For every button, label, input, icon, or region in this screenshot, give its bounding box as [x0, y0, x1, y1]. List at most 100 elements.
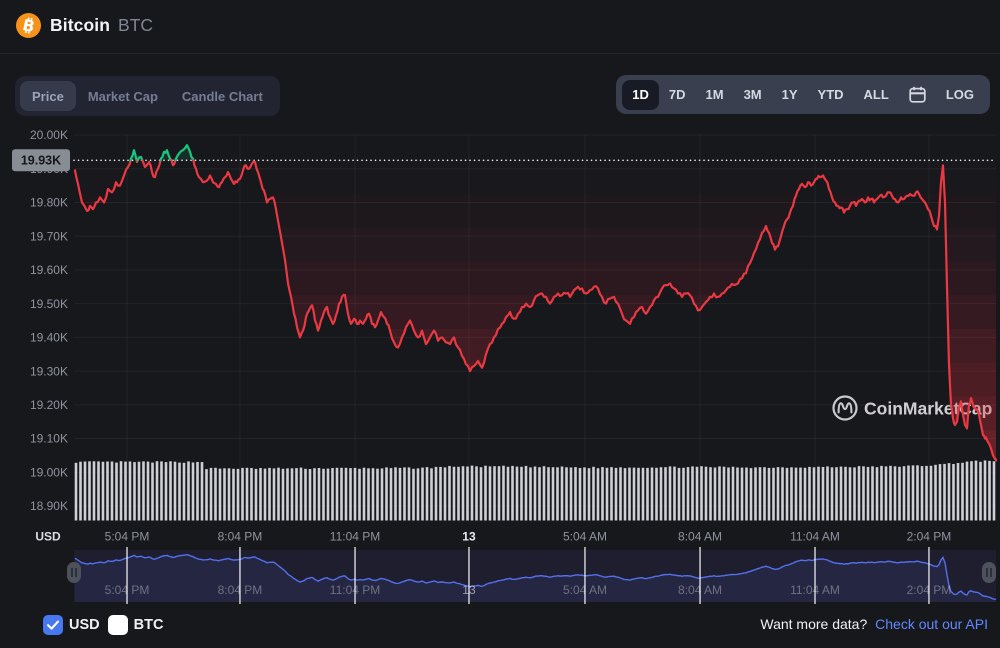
volume-bar — [655, 467, 658, 521]
volume-bar — [151, 462, 154, 521]
bitcoin-logo-icon: B — [16, 12, 41, 38]
log-scale-button[interactable]: LOG — [945, 87, 974, 102]
volume-bar — [403, 467, 406, 521]
volume-bar — [83, 461, 87, 521]
volume-bar — [844, 466, 847, 521]
volume-bar — [484, 465, 487, 521]
red-area-band — [75, 261, 996, 461]
volume-bar — [799, 467, 802, 521]
volume-bar — [839, 466, 843, 521]
legend-item-btc[interactable]: BTC — [107, 615, 163, 635]
volume-bar — [632, 467, 636, 521]
volume-bar — [97, 461, 100, 521]
navigator-left-handle[interactable] — [67, 562, 81, 583]
range-button-7d[interactable]: 7D — [668, 87, 686, 102]
volume-bar — [502, 465, 505, 521]
x-axis-labels: USD 5:04 PM 8:04 PM 11:04 PM 13 5:04 AM 8:04 A… — [35, 530, 951, 544]
volume-bar — [929, 465, 933, 521]
navigator-tick-label: 13 — [462, 583, 476, 597]
volume-bar — [313, 468, 316, 521]
range-button-1m[interactable]: 1M — [705, 87, 724, 102]
volume-bar — [124, 461, 127, 521]
x-axis-label: 13 — [462, 530, 476, 544]
red-area-band — [75, 362, 996, 461]
x-axis-label: 11:04 PM — [330, 530, 380, 544]
volume-bar — [470, 465, 474, 521]
volume-bar — [448, 466, 451, 521]
red-area-band — [75, 430, 996, 461]
coin-header: B Bitcoin BTC — [16, 12, 153, 38]
range-button-1y[interactable]: 1Y — [781, 87, 798, 102]
range-button-1d[interactable]: 1D — [622, 79, 659, 110]
api-link[interactable]: Check out our API — [875, 616, 988, 632]
volume-bar — [551, 467, 555, 521]
y-axis-label: 19.20K — [30, 398, 68, 412]
range-button-all[interactable]: ALL — [863, 87, 889, 102]
volume-bar — [902, 466, 906, 521]
volume-bar — [794, 467, 798, 521]
price-line-up-segment — [129, 149, 138, 162]
volume-bar — [961, 462, 964, 521]
volume-bar — [718, 466, 721, 521]
volume-bar — [772, 467, 775, 521]
volume-bar — [767, 467, 771, 521]
calendar-icon[interactable] — [899, 80, 936, 110]
volume-bar — [277, 467, 280, 521]
volume-bar — [925, 465, 928, 521]
header-divider — [0, 53, 1000, 54]
usd-checkbox[interactable] — [43, 615, 63, 635]
currency-legend: USD BTC — [43, 615, 171, 635]
volume-bar — [875, 467, 879, 521]
volume-bar — [214, 467, 217, 521]
volume-bar — [731, 466, 735, 521]
btc-checkbox[interactable] — [107, 615, 128, 635]
volume-bar — [565, 467, 568, 521]
navigator-right-handle-bg — [982, 562, 996, 583]
volume-bar — [830, 467, 834, 521]
range-button-ytd[interactable]: YTD — [817, 87, 844, 102]
volume-bar — [430, 468, 433, 521]
volume-bar — [344, 467, 348, 521]
volume-bar — [943, 463, 946, 521]
volume-bar — [686, 467, 690, 521]
svg-text:B: B — [21, 16, 36, 36]
volume-bar — [443, 467, 447, 521]
volume-bar — [821, 467, 825, 521]
volume-bar — [857, 466, 861, 521]
volume-bar — [331, 468, 334, 521]
legend-label-usd: USD — [69, 617, 100, 633]
volume-bar — [304, 468, 307, 521]
volume-bar — [182, 462, 186, 521]
volume-bar — [970, 461, 973, 521]
red-area-fill — [75, 261, 996, 461]
volume-bar — [722, 466, 726, 521]
volume-bar — [988, 460, 991, 521]
volume-bar — [736, 467, 739, 521]
volume-bar — [893, 466, 897, 521]
last-price-badge-bg — [12, 149, 70, 172]
api-prompt-text: Want more data? — [760, 616, 868, 632]
y-axis-label: 18.90K — [30, 499, 68, 513]
tab-market-cap[interactable]: Market Cap — [87, 88, 158, 104]
y-axis-label: 19.30K — [30, 364, 68, 378]
volume-bar — [259, 468, 262, 521]
volume-bar — [560, 466, 564, 521]
tab-price[interactable]: Price — [20, 81, 76, 111]
volume-bar — [110, 461, 114, 521]
volume-bar — [160, 461, 163, 521]
range-toolbar: 1D 7D 1M 3M 1Y YTD ALL LOG — [616, 75, 990, 114]
legend-item-usd[interactable]: USD — [43, 615, 100, 635]
volume-bar — [596, 468, 600, 521]
volume-bar — [155, 461, 159, 521]
tab-candle-chart[interactable]: Candle Chart — [181, 88, 263, 104]
volume-bar — [992, 461, 996, 521]
navigator-tick-label: 11:04 AM — [790, 583, 840, 597]
navigator-tick-label: 5:04 PM — [105, 583, 150, 597]
volume-bar — [601, 467, 604, 521]
chart-type-tabs: Price Market Cap Candle Chart — [15, 76, 280, 116]
x-axis-label: 11:04 AM — [790, 530, 840, 544]
range-button-3m[interactable]: 3M — [743, 87, 762, 102]
navigator-right-handle[interactable] — [982, 562, 996, 583]
volume-bar — [488, 466, 492, 521]
